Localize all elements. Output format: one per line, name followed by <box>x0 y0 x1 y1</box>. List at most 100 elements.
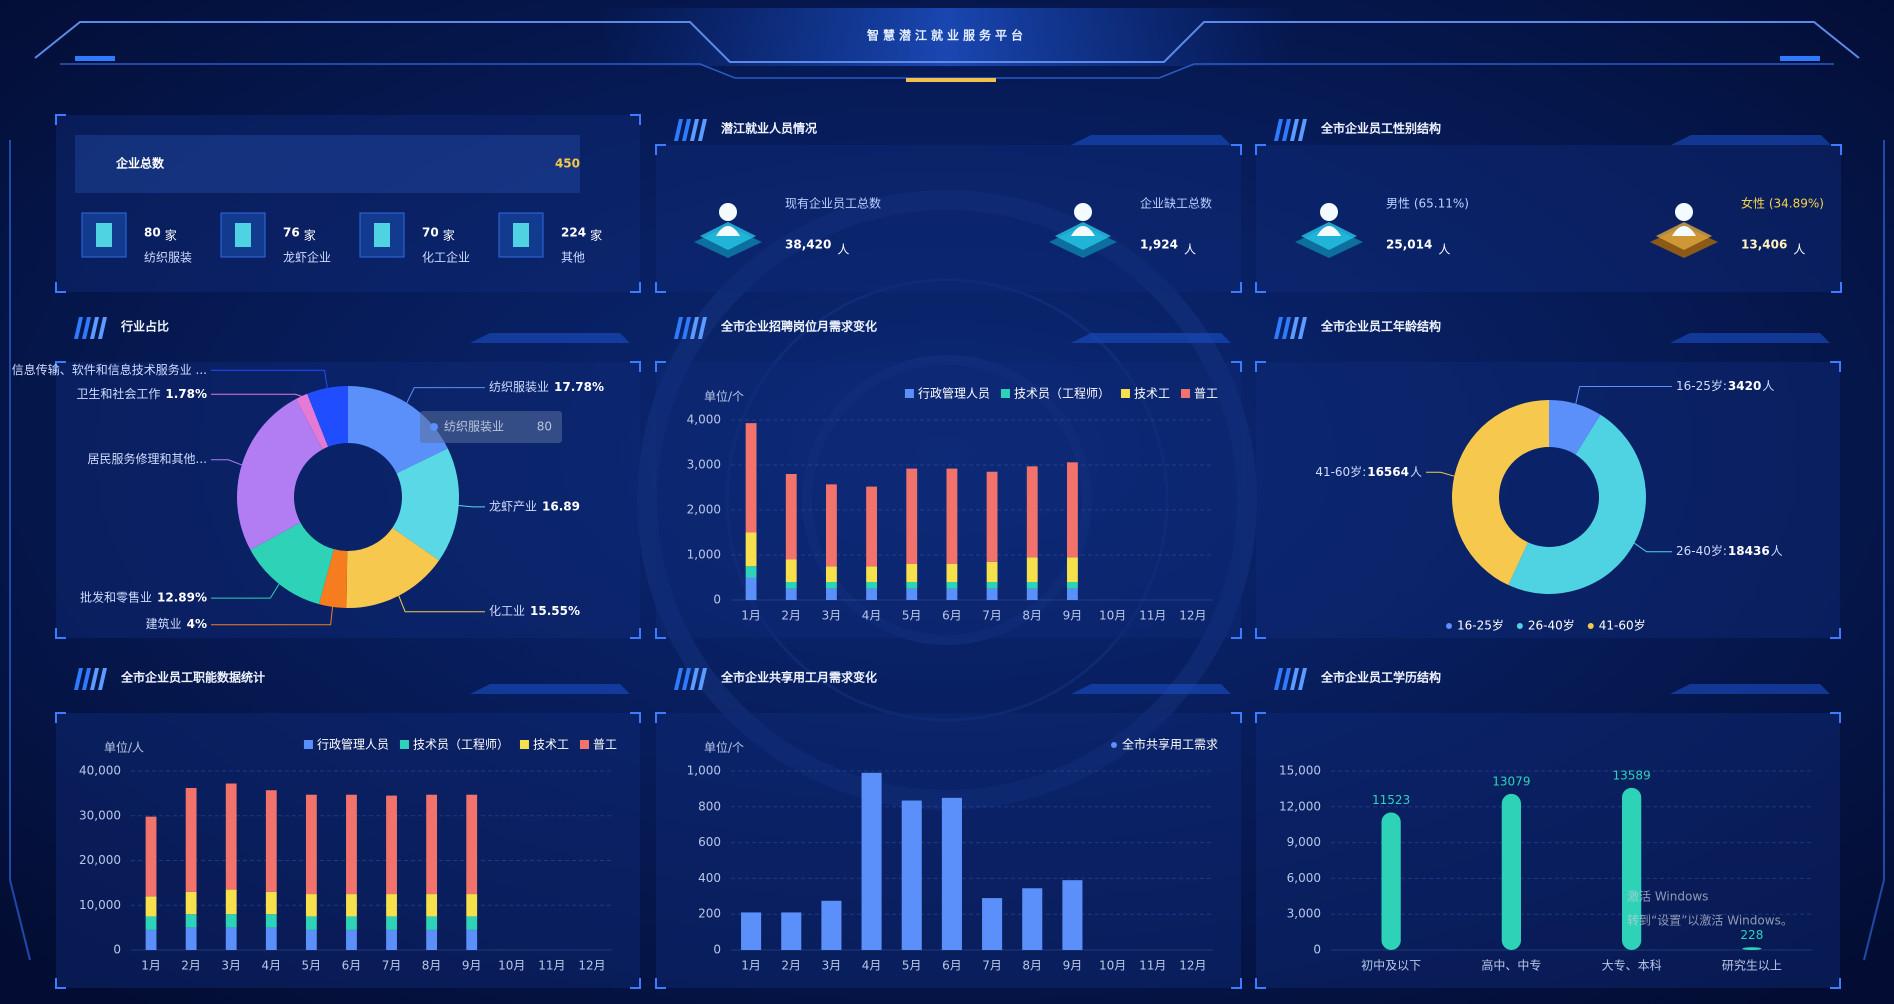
bar <box>386 929 397 950</box>
unit-label: 单位/个 <box>704 389 744 404</box>
bar <box>145 929 157 950</box>
bar <box>346 794 357 895</box>
panel-corner <box>1830 628 1841 639</box>
slice-label: 建筑业 <box>146 616 182 631</box>
x-tick-label: 3月 <box>221 959 241 973</box>
x-tick-label: 7月 <box>382 959 402 973</box>
bar <box>866 566 878 582</box>
panel-header-accent <box>1670 684 1830 694</box>
pie-slice <box>392 448 459 561</box>
y-tick-label: 9,000 <box>1287 835 1321 849</box>
x-tick-label: 3月 <box>822 609 842 623</box>
panel-header-slash <box>1282 668 1291 690</box>
legend-dot <box>1446 623 1452 629</box>
panel-header-slash <box>682 119 691 141</box>
legend-label: 16-25岁 <box>1457 618 1504 633</box>
bar <box>225 914 237 928</box>
y-tick-label: 600 <box>698 835 721 849</box>
panel-header-slash <box>698 317 707 339</box>
legend-marker <box>1110 742 1117 748</box>
slice-value: 3420 <box>1728 379 1761 393</box>
x-tick-label: 11月 <box>1139 609 1166 623</box>
panel-box <box>1256 713 1840 988</box>
legend-label: 技术工 <box>533 738 569 752</box>
bar <box>305 794 317 895</box>
bar <box>346 894 357 917</box>
panel-header-slash <box>1290 317 1299 339</box>
panel-header-slash <box>690 119 699 141</box>
panel-corner <box>1231 628 1242 639</box>
kpi-value: 25,014 <box>1386 238 1432 252</box>
bar <box>785 582 797 589</box>
panel-header-slash <box>1298 119 1307 141</box>
bar-value-label: 11523 <box>1372 793 1410 807</box>
bar-value-label: 13589 <box>1613 768 1651 782</box>
x-tick-label: 10月 <box>1099 609 1126 623</box>
y-tick-label: 400 <box>698 871 721 885</box>
unit-label: 单位/人 <box>104 740 144 755</box>
bar <box>741 912 762 950</box>
panel-corner <box>655 978 666 989</box>
slice-unit: 人 <box>1410 465 1422 479</box>
bar <box>906 582 918 589</box>
bar <box>1501 793 1521 950</box>
panel-header-slash <box>1298 668 1307 690</box>
panel-corner <box>655 361 666 372</box>
panel-header-slash <box>674 668 683 690</box>
bar <box>1026 557 1038 582</box>
tooltip-name: 纺织服装业 <box>444 420 504 434</box>
bar <box>866 582 878 589</box>
bar <box>781 912 802 950</box>
bar <box>426 894 438 917</box>
panel-title: 全市企业招聘岗位月需求变化 <box>720 319 877 334</box>
x-tick-label: 1月 <box>141 959 161 973</box>
legend-label: 行政管理人员 <box>918 386 990 401</box>
panel-corner <box>55 361 66 372</box>
x-tick-label: 12月 <box>578 959 605 973</box>
bar <box>466 929 478 950</box>
bar-value-label: 13079 <box>1492 774 1530 788</box>
slice-value: 17.78% <box>554 380 604 394</box>
panel-header-accent <box>470 333 630 343</box>
slice-label: 批发和零售业 <box>80 590 152 605</box>
bar <box>426 916 438 930</box>
bar-value-label: 228 <box>1740 928 1763 942</box>
bar <box>785 559 797 582</box>
x-tick-label: 8月 <box>1022 959 1042 973</box>
slice-unit: 人 <box>1762 379 1774 393</box>
bar <box>466 794 478 895</box>
slice-label: 41-60岁 <box>1315 464 1362 479</box>
bar <box>745 423 757 533</box>
panel-header-accent <box>1071 135 1231 145</box>
kpi-unit: 人 <box>1184 243 1196 257</box>
pie-slice <box>237 399 323 550</box>
tooltip-box <box>420 411 562 443</box>
slice-label: 纺织服装业 <box>489 380 549 394</box>
panel-corner <box>655 712 666 723</box>
bar <box>225 889 237 915</box>
bar <box>346 916 357 930</box>
tooltip-dot <box>430 423 438 431</box>
panel-corner <box>630 712 641 723</box>
panel-header-slash <box>674 119 683 141</box>
bar <box>861 772 882 950</box>
bar <box>1066 582 1078 589</box>
bar <box>946 468 958 564</box>
icon-body <box>1672 226 1696 236</box>
slice-label: 化工业 <box>489 604 525 618</box>
item-value: 224 <box>561 226 586 240</box>
bar <box>386 916 397 930</box>
slice-value: 4% <box>187 617 207 631</box>
tooltip-value: 80 <box>537 420 552 434</box>
x-tick-label: 11月 <box>538 959 565 973</box>
leader-line <box>211 459 242 466</box>
icon-body <box>1317 226 1341 236</box>
bar <box>906 468 918 564</box>
panel-title: 全市企业员工年龄结构 <box>1320 319 1441 334</box>
panel-header-accent <box>1071 684 1231 694</box>
x-tick-label: 5月 <box>902 959 922 973</box>
panel-title: 全市企业共享用工月需求变化 <box>720 670 877 685</box>
bar <box>305 894 317 917</box>
bar <box>745 532 757 567</box>
panel-corner <box>1830 712 1841 723</box>
